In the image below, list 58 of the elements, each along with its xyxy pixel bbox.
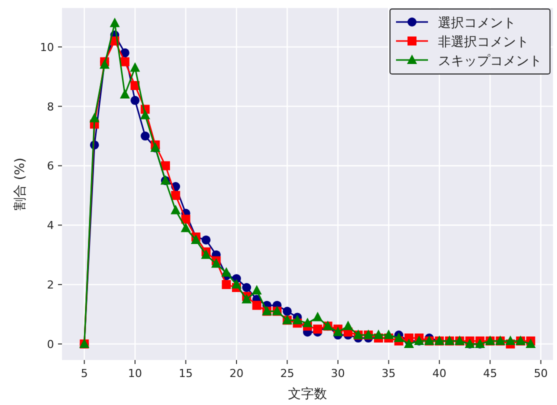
x-axis-title: 文字数: [288, 386, 327, 402]
point: [394, 332, 404, 342]
y-tick-label: 6: [47, 160, 54, 173]
point: [292, 314, 302, 324]
x-tick-label: 50: [534, 367, 548, 380]
point: [231, 279, 242, 289]
point: [222, 280, 231, 290]
point: [302, 318, 312, 328]
point: [252, 284, 262, 294]
x-tick-label: 10: [128, 367, 142, 380]
y-tick-label: 0: [47, 338, 54, 351]
point: [242, 294, 252, 304]
point: [130, 62, 140, 72]
y-tick-label: 4: [47, 219, 54, 232]
point: [170, 204, 181, 214]
point: [140, 110, 150, 120]
point: [160, 161, 170, 170]
point: [282, 306, 292, 316]
legend-label: スキップコメント: [438, 54, 542, 69]
x-tick-label: 45: [483, 367, 498, 380]
point: [404, 338, 414, 348]
x-tick-label: 15: [178, 367, 193, 380]
point: [242, 283, 252, 292]
point: [384, 330, 394, 340]
point: [120, 57, 130, 66]
point: [130, 96, 140, 105]
point: [171, 190, 180, 200]
point: [180, 222, 191, 232]
x-tick-label: 20: [229, 367, 244, 380]
point: [252, 300, 262, 310]
point: [211, 258, 222, 268]
point: [313, 324, 322, 334]
x-tick-label: 35: [382, 367, 396, 380]
point: [221, 267, 232, 277]
point: [202, 235, 211, 244]
point: [181, 214, 190, 224]
point: [505, 335, 516, 345]
point: [89, 112, 100, 122]
x-tick-label: 40: [432, 367, 446, 380]
point: [120, 88, 130, 98]
point: [526, 338, 536, 348]
legend-label: 非選択コメント: [438, 35, 529, 50]
x-tick-label: 5: [80, 367, 88, 380]
point: [332, 326, 343, 336]
y-tick-label: 2: [47, 278, 54, 292]
y-tick-label: 8: [47, 100, 54, 114]
point: [312, 312, 323, 322]
x-tick-label: 25: [280, 367, 294, 380]
point: [343, 320, 354, 330]
point: [110, 18, 120, 28]
y-tick-label: 10: [40, 40, 54, 54]
point: [374, 330, 384, 340]
y-axis-title: 割合 (%): [13, 158, 28, 210]
point: [201, 249, 212, 259]
point: [140, 132, 150, 141]
legend-label: 選択コメント: [438, 16, 516, 31]
x-tick-label: 30: [330, 367, 345, 380]
point: [100, 59, 110, 69]
